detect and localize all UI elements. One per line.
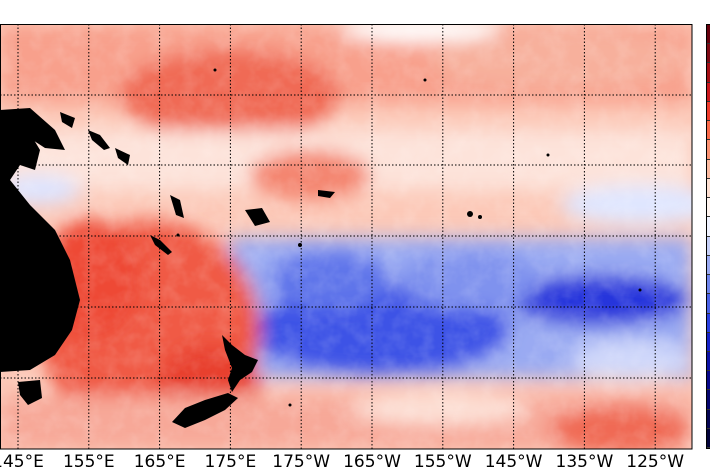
lon-label: 145°W [484, 452, 543, 472]
colorbar-band [707, 236, 710, 256]
lon-label: 175°W [272, 452, 331, 472]
colorbar-band [707, 63, 710, 83]
colorbar-band [707, 44, 710, 64]
colorbar-band [707, 255, 710, 276]
new-caledonia [150, 235, 172, 255]
colorbar-band [707, 82, 710, 102]
colorbar-band [707, 198, 710, 218]
map-frame [0, 24, 693, 450]
lon-label: 135°W [555, 452, 614, 472]
colorbar-band [707, 409, 710, 429]
landmasses [0, 68, 642, 428]
lon-label: 155°E [62, 452, 115, 472]
colorbar-band [707, 101, 710, 122]
colorbar [706, 24, 710, 449]
graticule [0, 24, 692, 449]
colorbar-band [707, 351, 710, 372]
colorbar-band [707, 217, 710, 237]
colorbar-band [707, 140, 710, 160]
new-guinea [0, 108, 65, 150]
colorbar-band [707, 25, 710, 45]
lon-label: 125°W [626, 452, 685, 472]
colorbar-band [707, 178, 710, 199]
colorbar-band [707, 428, 710, 449]
new-zealand-south [172, 393, 238, 428]
lon-label: 175°E [204, 452, 257, 472]
colorbar-band [707, 332, 710, 352]
lon-label: 145°E [0, 452, 44, 472]
colorbar-band [707, 313, 710, 333]
tasmania [18, 380, 42, 405]
anomaly-field [0, 24, 692, 449]
lon-label: 165°W [343, 452, 401, 472]
lon-label: 165°E [133, 452, 186, 472]
colorbar-band [707, 275, 710, 295]
colorbar-band [707, 121, 710, 141]
colorbar-band [707, 294, 710, 314]
colorbar-band [707, 390, 710, 410]
colorbar-band [707, 371, 710, 391]
lon-label: 155°W [413, 452, 472, 472]
colorbar-band [707, 159, 710, 179]
australia [0, 120, 80, 372]
